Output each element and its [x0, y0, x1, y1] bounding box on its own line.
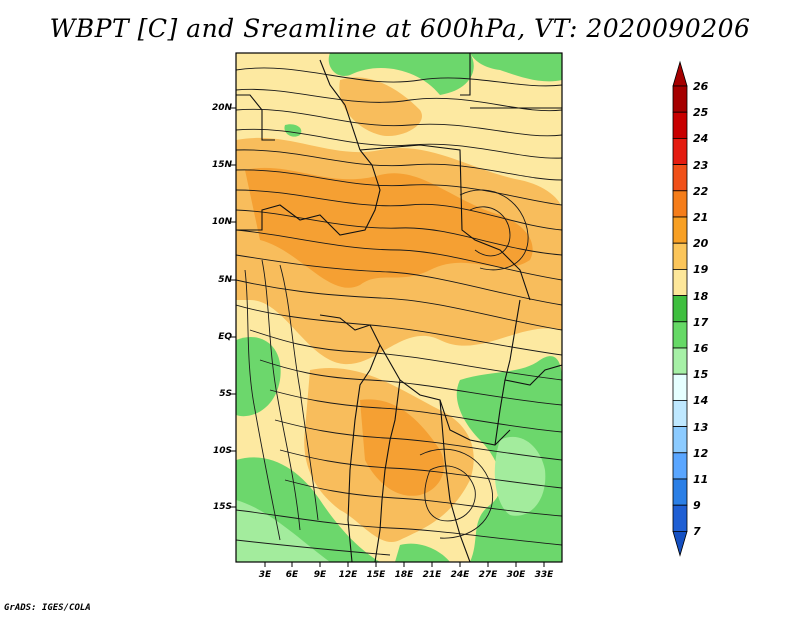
- lon-label-18e: 18E: [394, 570, 414, 580]
- colorbar: [672, 60, 688, 557]
- lat-label-10s: 10S: [212, 446, 232, 456]
- colorbar-swatch: [672, 399, 688, 427]
- colorbar-swatch: [672, 426, 688, 454]
- map-title: WBPT [C] and Sreamline at 600hPa, VT: 20…: [49, 14, 751, 43]
- colorbar-bottom-arrow: [672, 531, 688, 557]
- colorbar-label: 7: [693, 525, 701, 539]
- credit-text: GrADS: IGES/COLA: [4, 603, 91, 613]
- lon-label-3e: 3E: [258, 570, 272, 580]
- colorbar-swatch: [672, 347, 688, 375]
- colorbar-label: 26: [693, 80, 709, 93]
- colorbar-swatch: [672, 242, 688, 270]
- lon-label-21e: 21E: [422, 570, 442, 580]
- colorbar-label: 19: [693, 263, 709, 277]
- colorbar-swatch: [672, 111, 688, 139]
- wbpt-field: [236, 53, 562, 562]
- colorbar-swatch: [672, 216, 688, 244]
- lon-label-6e: 6E: [285, 570, 299, 580]
- colorbar-swatch: [672, 268, 688, 296]
- colorbar-swatch: [672, 504, 688, 532]
- lon-label-33e: 33E: [534, 570, 554, 580]
- colorbar-swatch: [672, 164, 688, 192]
- colorbar-swatch: [672, 137, 688, 165]
- colorbar-label: 21: [693, 211, 709, 224]
- lat-label-10n: 10N: [211, 217, 232, 227]
- lat-label-eq: EQ: [218, 332, 232, 342]
- lon-label-27e: 27E: [478, 570, 498, 580]
- colorbar-label: 14: [693, 394, 709, 408]
- colorbar-top-arrow: [672, 60, 688, 87]
- colorbar-label: 23: [693, 158, 709, 172]
- axis-ticks: [231, 107, 545, 567]
- colorbar-label: 13: [693, 420, 709, 434]
- colorbar-label: 12: [693, 446, 709, 460]
- colorbar-swatch: [672, 321, 688, 349]
- plot-frame: [235, 52, 563, 563]
- colorbar-label: 16: [693, 342, 709, 355]
- colorbar-swatch: [672, 190, 688, 218]
- colorbar-swatch: [672, 85, 688, 113]
- colorbar-label: 25: [693, 106, 709, 120]
- lat-label-20n: 20N: [211, 103, 232, 113]
- lat-label-15s: 15S: [212, 502, 232, 512]
- colorbar-label: 20: [693, 237, 709, 251]
- colorbar-swatch: [672, 452, 688, 480]
- colorbar-label: 24: [693, 132, 709, 146]
- lon-label-9e: 9E: [313, 570, 327, 580]
- colorbar-swatch: [672, 295, 688, 323]
- colorbar-label: 17: [693, 315, 709, 329]
- colorbar-label: 9: [693, 499, 701, 513]
- colorbar-label: 18: [693, 289, 709, 303]
- lon-label-30e: 30E: [506, 570, 526, 580]
- colorbar-label: 11: [693, 473, 709, 486]
- colorbar-swatch: [672, 478, 688, 506]
- lat-label-5n: 5N: [218, 275, 232, 285]
- colorbar-label: 22: [693, 184, 709, 198]
- lon-label-24e: 24E: [450, 570, 470, 580]
- country-boundaries: [236, 53, 562, 562]
- lon-label-15e: 15E: [366, 570, 386, 580]
- colorbar-label: 15: [693, 368, 709, 382]
- lon-label-12e: 12E: [338, 570, 358, 580]
- lat-label-15n: 15N: [211, 160, 232, 170]
- lat-label-5s: 5S: [219, 389, 232, 399]
- colorbar-swatch: [672, 373, 688, 401]
